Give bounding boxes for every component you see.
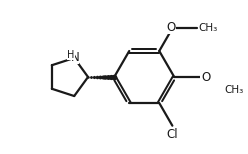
- Text: O: O: [201, 71, 211, 83]
- Text: H: H: [67, 50, 74, 60]
- Text: Cl: Cl: [167, 128, 178, 141]
- Text: N: N: [71, 51, 79, 64]
- Text: CH₃: CH₃: [199, 23, 218, 33]
- Text: CH₃: CH₃: [225, 85, 244, 95]
- Text: O: O: [166, 21, 176, 34]
